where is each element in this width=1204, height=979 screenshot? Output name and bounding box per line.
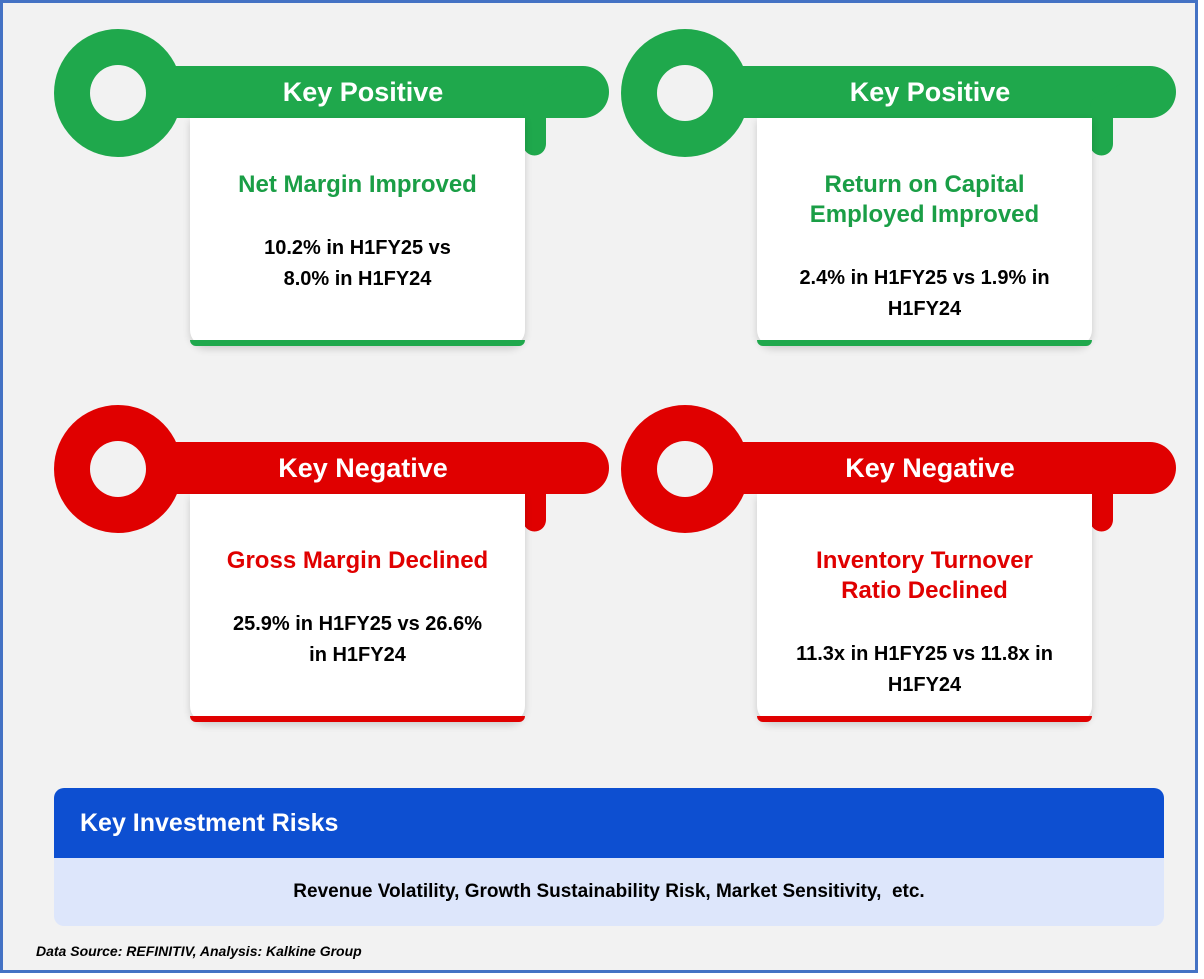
svg-text:Key Positive: Key Positive xyxy=(850,77,1011,107)
svg-text:Key Positive: Key Positive xyxy=(283,77,444,107)
svg-text:Key Negative: Key Negative xyxy=(845,453,1015,483)
svg-text:Key Negative: Key Negative xyxy=(278,453,448,483)
